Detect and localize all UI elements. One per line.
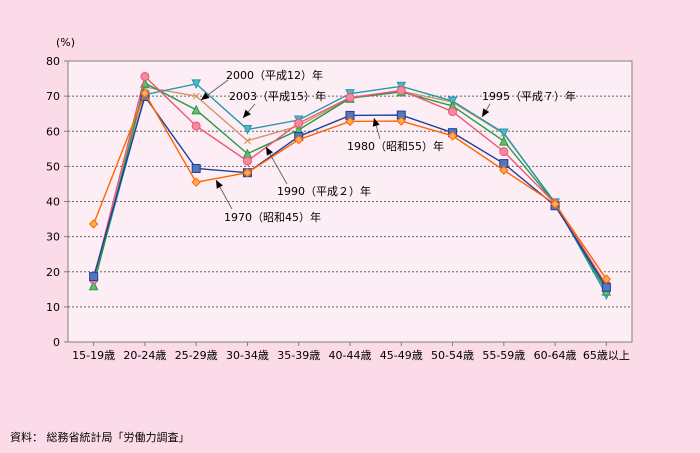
y-tick-label: 0 [53,336,60,349]
circle-marker [499,147,509,157]
diamond-marker [294,134,304,145]
square-marker [89,272,99,282]
y-tick-label: 80 [46,55,60,68]
diamond-marker [191,177,201,187]
y-tick-label: 40 [46,196,60,209]
arrow-icon [266,147,273,156]
annotation-label: 1980（昭和55）年 [347,139,444,153]
triangle-marker [242,124,253,135]
triangle-marker [191,79,201,89]
y-tick-label: 50 [46,160,60,173]
diamond-marker [499,165,509,175]
diamond-marker [345,116,355,127]
arrow-icon [372,118,380,127]
source-note: 資料： 総務省統計局「労働力調査」 [10,431,190,444]
circle-marker [345,93,355,103]
circle-marker [140,71,150,81]
y-tick-label: 10 [46,301,60,314]
circle-marker [191,121,201,131]
annotation: 1990（平成２）年 [265,146,371,198]
x-tick-label: 45-49歳 [380,349,423,362]
y-tick-label: 20 [46,266,60,279]
annotation: 2000（平成12）年 [200,68,323,101]
annotation-label: 1995（平成７）年 [482,89,576,103]
diamond-marker [88,219,99,229]
annotation-label: 2000（平成12）年 [226,68,323,82]
triangle-marker [499,128,509,139]
annotation: 2003（平成15）年 [229,89,326,119]
circle-marker [396,86,406,96]
arrow-icon [482,108,490,117]
square-marker [191,163,201,173]
arrow-icon [216,180,223,189]
annotation-label: 1990（平成２）年 [277,184,371,198]
x-tick-label: 30-34歳 [226,349,269,362]
x-tick-label: 50-54歳 [431,349,474,362]
diamond-marker [447,131,458,141]
circle-marker [448,107,458,117]
circle-marker [294,118,304,128]
diamond-marker [550,199,560,209]
triangle-marker [499,135,509,146]
annotation: 1980（昭和55）年 [347,117,444,153]
circle-marker [242,156,252,166]
series-0 [88,88,612,284]
arrow-icon [201,92,210,100]
square-marker [601,282,611,292]
y-tick-label: 60 [46,125,60,138]
annotation-label: 1970（昭和45）年 [224,210,321,224]
y-axis-label: (%) [56,36,75,49]
x-tick-label: 25-29歳 [175,349,218,362]
x-tick-label: 35-39歳 [277,349,320,362]
x-tick-label: 40-44歳 [329,349,372,362]
triangle-marker [191,104,201,115]
annotation: 1970（昭和45）年 [215,179,321,224]
annotation-label: 2003（平成15）年 [229,89,326,103]
x-marker [244,137,251,145]
arrow-icon [243,109,251,118]
diamond-marker [396,116,406,126]
x-tick-label: 65歳以上 [583,349,630,362]
x-tick-label: 55-59歳 [482,349,525,362]
triangle-marker [88,280,99,291]
x-marker [192,92,200,100]
diamond-marker [601,274,612,284]
x-tick-label: 15-19歳 [72,349,115,362]
y-tick-label: 70 [46,90,60,103]
diamond-marker [140,88,150,99]
x-tick-label: 60-64歳 [534,349,577,362]
x-tick-label: 20-24歳 [123,349,166,362]
diamond-marker [242,167,253,178]
annotation: 1995（平成７）年 [481,89,576,118]
y-tick-label: 30 [46,231,60,244]
